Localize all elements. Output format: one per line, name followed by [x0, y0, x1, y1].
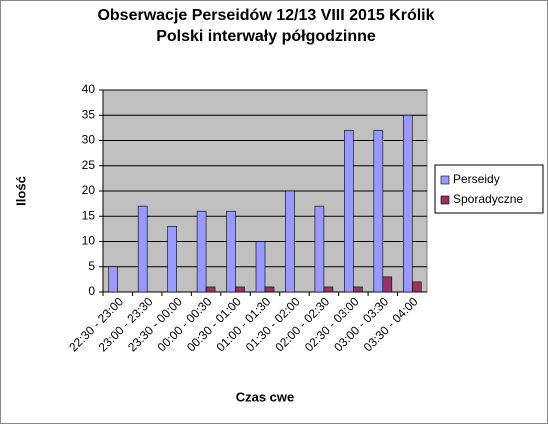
bar: [226, 210, 236, 293]
bar: [402, 114, 413, 293]
x-axis-title: Czas cwe: [236, 389, 295, 404]
bar: [323, 286, 334, 293]
y-tick-label: 30: [82, 133, 96, 147]
y-tick-label: 25: [82, 158, 96, 172]
y-tick-label: 15: [82, 208, 96, 222]
legend-box: [434, 164, 544, 214]
bar: [137, 205, 148, 293]
chart-subtitle: Polski interwały półgodzinne: [156, 28, 376, 45]
bar: [205, 286, 216, 293]
bar: [285, 190, 295, 293]
legend-swatch: [440, 175, 450, 185]
y-axis-title: Ilość: [13, 176, 28, 206]
bar: [196, 210, 207, 293]
bar: [353, 286, 363, 293]
chart-title: Obserwacje Perseidów 12/13 VIII 2015 Kró…: [97, 7, 434, 24]
bar: [373, 130, 384, 293]
y-tick-label: 40: [82, 82, 96, 96]
y-tick-label: 35: [82, 107, 96, 121]
bar: [314, 205, 325, 293]
legend-label: Perseidy: [453, 172, 500, 186]
y-tick-label: 5: [88, 259, 95, 273]
bar: [264, 286, 275, 293]
bar: [108, 266, 119, 293]
legend-label: Sporadyczne: [453, 192, 523, 206]
bar: [167, 226, 177, 293]
bar: [411, 281, 422, 293]
y-tick-label: 10: [82, 234, 96, 248]
legend-swatch: [440, 195, 450, 205]
bar: [382, 276, 393, 293]
y-tick-label: 0: [88, 284, 95, 298]
bar: [344, 130, 354, 293]
bar: [255, 241, 266, 293]
y-tick-label: 20: [82, 183, 96, 197]
bar: [235, 286, 245, 293]
